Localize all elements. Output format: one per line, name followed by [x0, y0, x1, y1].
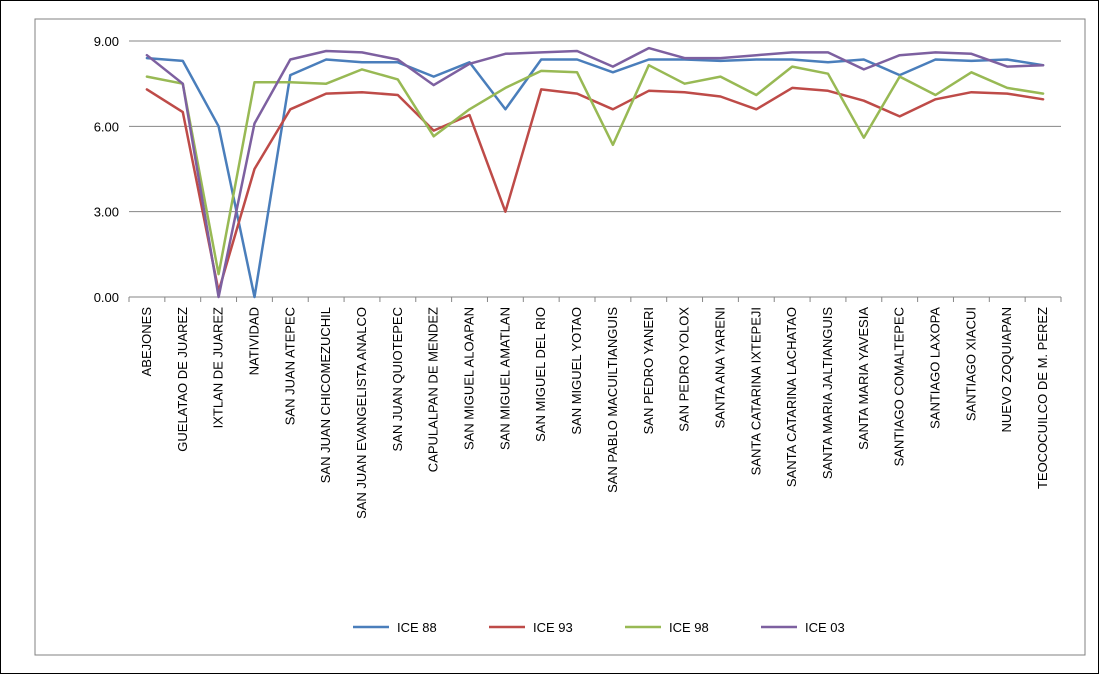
x-tick-label: SAN MIGUEL YOTAO [569, 307, 584, 435]
series-line-ice-98 [145, 63, 1045, 276]
legend-label: ICE 98 [669, 620, 709, 635]
x-tick-label: GUELATAO DE JUAREZ [175, 307, 190, 452]
x-axis: ABEJONES GUELATAO DE JUAREZ IXTLAN DE JUAR… [128, 297, 1062, 519]
legend-label: ICE 93 [533, 620, 573, 635]
x-tick-label: SANTA MARIA JALTIANGUIS [820, 307, 835, 479]
x-tick-label: SANTA CATARINA LACHATAO [784, 307, 799, 487]
series-lines [145, 46, 1045, 299]
x-tick-label: SANTA MARIA YAVESIA [856, 307, 871, 450]
x-tick-label: ABEJONES [139, 307, 154, 377]
series-line-ice-88 [145, 56, 1045, 299]
y-tick-label: 3.00 [94, 205, 119, 220]
x-tick-label: SAN JUAN CHICOMEZUCHIL [318, 307, 333, 483]
y-tick-label: 6.00 [94, 119, 119, 134]
x-tick-label: TEOCOCUILCO DE M. PEREZ [1035, 307, 1050, 489]
x-tick-label: SANTIAGO LAXOPA [928, 307, 943, 429]
legend: ICE 88 ICE 93 ICE 98 ICE 03 [353, 620, 845, 635]
x-tick-label: SAN JUAN ATEPEC [282, 307, 297, 425]
x-tick-label: SANTA CATARINA IXTEPEJI [748, 307, 763, 475]
x-tick-label: SAN PEDRO YANERI [641, 307, 656, 434]
x-tick-label: SANTA ANA YARENI [712, 307, 727, 428]
y-tick-label: 0.00 [94, 290, 119, 305]
y-axis: 0.00 3.00 6.00 9.00 [94, 34, 119, 305]
series-line-ice-03 [145, 46, 1045, 299]
series-line-ice-93 [145, 86, 1045, 293]
x-tick-label: SANTIAGO COMALTEPEC [892, 307, 907, 466]
legend-label: ICE 88 [397, 620, 437, 635]
x-tick-label: CAPULALPAN DE MENDEZ [426, 307, 441, 472]
x-tick-label: SAN MIGUEL AMATLAN [497, 307, 512, 450]
x-tick-label: SANTIAGO XIACUI [963, 307, 978, 421]
x-tick-label: SAN MIGUEL ALOAPAN [462, 307, 477, 450]
y-tick-label: 9.00 [94, 34, 119, 49]
gridlines [129, 40, 1061, 298]
x-tick-label: IXTLAN DE JUAREZ [211, 307, 226, 428]
x-tick-label: SAN PABLO MACUILTIANGUIS [605, 307, 620, 493]
x-tick-label: SAN MIGUEL DEL RIO [533, 307, 548, 442]
x-tick-label: NATIVIDAD [246, 307, 261, 375]
x-tick-label: SAN JUAN EVANGELISTA ANALCO [354, 307, 369, 519]
x-tick-label: SAN JUAN QUIOTEPEC [390, 307, 405, 451]
x-tick-label: SAN PEDRO YOLOX [677, 307, 692, 432]
chart-area-border [34, 18, 1086, 656]
legend-label: ICE 03 [805, 620, 845, 635]
x-tick-label: NUEVO ZOQUIAPAN [999, 307, 1014, 432]
